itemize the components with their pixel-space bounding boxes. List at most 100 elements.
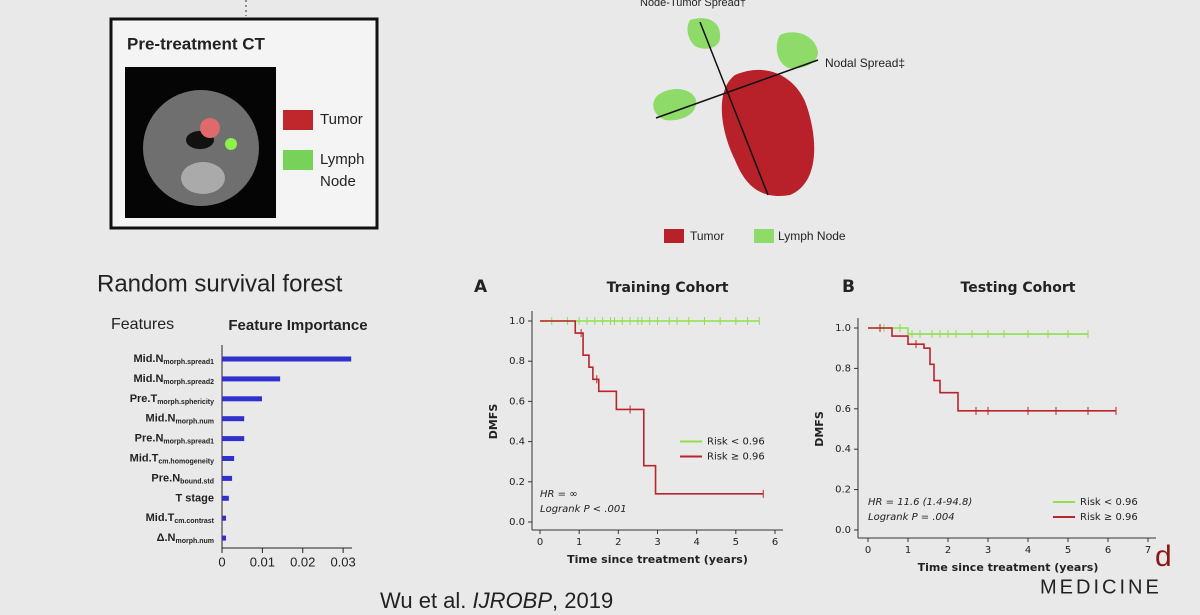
category: Pre.N xyxy=(151,472,180,484)
bar xyxy=(222,475,233,481)
annotation: Logrank P = .004 xyxy=(868,512,955,523)
category: Mid.N xyxy=(146,413,176,425)
legend-label: Risk ≥ 0.96 xyxy=(707,452,765,463)
y-tick-label: 0.0 xyxy=(835,525,851,536)
legend-label: Risk < 0.96 xyxy=(1080,497,1138,508)
ct-tumor xyxy=(200,118,220,138)
x-axis-label: Time since treatment (years) xyxy=(918,561,1099,574)
x-tick-label: 0.02 xyxy=(290,554,315,569)
citation: Wu et al. IJROBP, 2019 xyxy=(380,588,613,613)
legend-label: Tumor xyxy=(320,111,363,128)
x-tick-label: 4 xyxy=(693,537,699,548)
category: Mid.T xyxy=(146,512,175,524)
annotation: HR = ∞ xyxy=(540,489,578,500)
y-tick-label: 1.0 xyxy=(835,323,851,334)
legend-swatch xyxy=(283,110,313,130)
bar xyxy=(222,396,262,402)
category: Mid.T xyxy=(130,452,159,464)
bar xyxy=(222,495,229,501)
y-tick-label: Mid.Nmorph.spread2 xyxy=(133,373,214,386)
ct-spine xyxy=(181,162,225,194)
y-tick-label: 0.4 xyxy=(835,444,851,455)
km-chart: B Testing Cohort 0 1 2 3 4 5 6 7 0.0 0.2 0.4 0.6 0.8 1.… xyxy=(813,277,1156,574)
x-tick-label: 3 xyxy=(985,545,991,556)
legend-label: Node xyxy=(320,173,356,190)
y-tick-label: Mid.Nmorph.num xyxy=(146,413,214,426)
category: Δ.N xyxy=(157,532,176,544)
x-tick-label: 7 xyxy=(1145,545,1151,556)
y-axis-label: DMFS xyxy=(487,404,500,440)
x-tick-label: 6 xyxy=(1105,545,1111,556)
x-tick-label: 0.01 xyxy=(250,554,275,569)
y-tick-label: Δ.Nmorph.num xyxy=(157,532,214,545)
bar xyxy=(222,356,352,362)
x-tick-label: 3 xyxy=(654,537,660,548)
diagram-label: Node-Tumor Spread† xyxy=(640,0,746,9)
category-subscript: morph.spread1 xyxy=(163,438,214,445)
citation-journal: IJROBP xyxy=(473,588,553,613)
chart-title: Training Cohort xyxy=(607,280,729,296)
category-subscript: cm.homogeneity xyxy=(158,458,214,465)
citation-year: , 2019 xyxy=(552,588,613,613)
diagram-arrows xyxy=(655,21,819,196)
logo-mark: d xyxy=(1155,540,1172,573)
chart-title: Feature Importance xyxy=(228,317,367,334)
category-subscript: morph.spread2 xyxy=(163,379,214,386)
category-subscript: morph.sphericity xyxy=(157,399,214,406)
x-axis-label: Time since treatment (years) xyxy=(567,553,748,566)
legend-label: Lymph Node xyxy=(778,229,846,243)
y-axis-label: DMFS xyxy=(813,411,826,447)
legend-label: Risk < 0.96 xyxy=(707,437,765,448)
y-tick-label: Pre.Nbound.std xyxy=(151,472,214,485)
km-chart: A Training Cohort 0 1 2 3 4 5 6 0.0 0.2 0.4 0.6 0.8 1.… xyxy=(474,277,783,566)
bar xyxy=(222,456,235,461)
chart-title: Testing Cohort xyxy=(961,280,1076,296)
km-curve xyxy=(868,327,1088,335)
legend-label: Lymph xyxy=(320,151,364,168)
x-tick-label: 4 xyxy=(1025,545,1031,556)
x-tick-label: 2 xyxy=(945,545,951,556)
diagram-label: Nodal Spread‡ xyxy=(825,56,905,70)
x-tick-label: 5 xyxy=(1065,545,1071,556)
x-tick-label: 2 xyxy=(615,537,621,548)
annotation: Logrank P < .001 xyxy=(540,504,627,515)
bar xyxy=(222,535,227,541)
bar xyxy=(222,515,227,521)
category-subscript: morph.spread1 xyxy=(163,359,214,366)
x-tick-label: 5 xyxy=(733,537,739,548)
bar xyxy=(222,416,245,422)
citation-authors: Wu et al. xyxy=(380,588,466,613)
category: Mid.N xyxy=(133,373,163,385)
logo: MEDICINE xyxy=(1040,576,1162,598)
y-tick-label: 0.0 xyxy=(509,517,525,528)
category: T stage xyxy=(175,492,214,504)
y-tick-label: 0.6 xyxy=(835,404,851,415)
y-tick-label: Mid.Nmorph.spread1 xyxy=(133,353,214,366)
km-curve xyxy=(540,320,764,495)
legend-swatch xyxy=(754,229,774,243)
ct-title: Pre-treatment CT xyxy=(127,34,266,53)
bar xyxy=(222,436,245,442)
features-label: Features xyxy=(111,316,174,333)
x-tick-label: 0 xyxy=(865,545,871,556)
y-tick-label: 0.8 xyxy=(835,363,851,374)
category: Pre.T xyxy=(130,393,158,405)
y-tick-label: 0.6 xyxy=(509,396,525,407)
category-subscript: bound.std xyxy=(180,478,214,485)
y-tick-label: Pre.Nmorph.spread1 xyxy=(135,433,214,446)
y-tick-label: 1.0 xyxy=(509,316,525,327)
annotation: HR = 11.6 (1.4-94.8) xyxy=(868,497,972,508)
category: Pre.N xyxy=(135,433,164,445)
bar xyxy=(222,376,281,382)
diagram-node xyxy=(776,32,818,69)
section-title: Random survival forest xyxy=(97,270,343,297)
x-tick-label: 1 xyxy=(905,545,911,556)
panel-letter: A xyxy=(474,277,488,297)
x-tick-label: 6 xyxy=(772,537,778,548)
y-tick-label: Pre.Tmorph.sphericity xyxy=(130,393,214,406)
y-tick-label: 0.2 xyxy=(509,477,525,488)
y-tick-label: Mid.Tcm.homogeneity xyxy=(130,452,214,465)
panel-letter: B xyxy=(842,277,855,297)
